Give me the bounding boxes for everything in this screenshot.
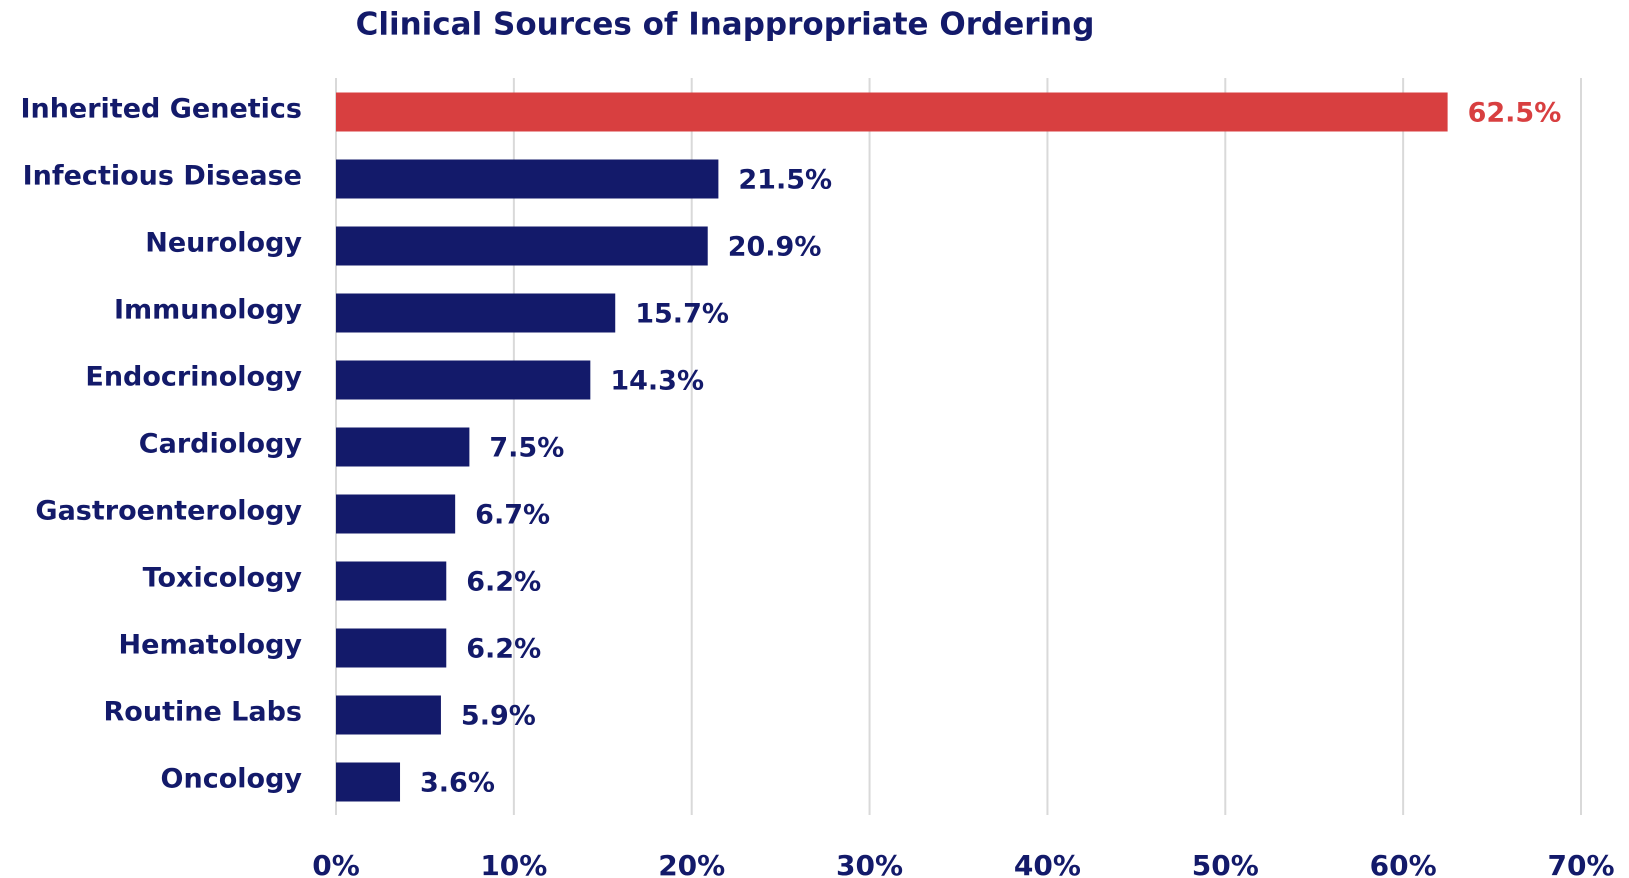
value-label: 20.9%	[728, 232, 822, 263]
x-tick-label: 40%	[1014, 849, 1081, 878]
chart-title: Clinical Sources of Inappropriate Orderi…	[356, 7, 1095, 43]
x-tick-label: 0%	[312, 849, 360, 878]
category-label: Neurology	[145, 228, 302, 259]
value-label: 7.5%	[489, 433, 564, 464]
value-label: 62.5%	[1468, 98, 1562, 129]
category-label: Endocrinology	[85, 362, 302, 393]
bar	[336, 92, 1448, 132]
bar	[336, 293, 616, 333]
category-label: Cardiology	[139, 429, 303, 460]
value-label: 3.6%	[420, 768, 495, 799]
x-tick-label: 60%	[1370, 849, 1437, 878]
bar	[336, 360, 591, 400]
x-tick-label: 30%	[836, 849, 903, 878]
bar	[336, 628, 447, 668]
category-label: Inherited Genetics	[20, 94, 302, 125]
x-tick-label: 20%	[658, 849, 725, 878]
category-label: Routine Labs	[104, 697, 302, 728]
bar	[336, 159, 719, 199]
bar	[336, 226, 708, 266]
value-label: 6.2%	[466, 567, 541, 598]
category-label: Infectious Disease	[23, 161, 302, 192]
value-label: 6.7%	[475, 500, 550, 531]
x-tick-label: 50%	[1192, 849, 1259, 878]
value-label: 15.7%	[635, 299, 729, 330]
x-tick-label: 70%	[1547, 849, 1614, 878]
value-label: 14.3%	[610, 366, 704, 397]
category-label: Immunology	[114, 295, 302, 326]
bar	[336, 762, 401, 802]
value-label: 5.9%	[461, 701, 536, 732]
category-label: Hematology	[119, 630, 303, 661]
category-label: Toxicology	[143, 563, 303, 594]
bar	[336, 427, 470, 467]
category-label: Gastroenterology	[35, 496, 302, 527]
bar	[336, 561, 447, 601]
value-label: 21.5%	[738, 165, 832, 196]
category-label: Oncology	[161, 764, 303, 795]
bar	[336, 695, 441, 735]
value-label: 6.2%	[466, 634, 541, 665]
bar	[336, 494, 456, 534]
x-tick-label: 10%	[480, 849, 547, 878]
